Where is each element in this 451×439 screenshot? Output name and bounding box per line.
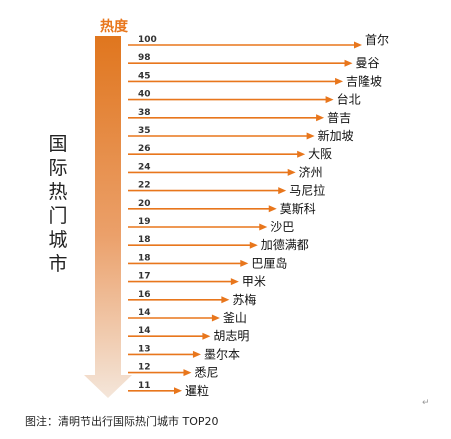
bar-value-label: 98 <box>138 53 151 63</box>
category-label: 大阪 <box>308 147 332 161</box>
bar-value-label: 24 <box>138 162 151 172</box>
category-label: 暹粒 <box>185 383 209 398</box>
bar-arrowhead <box>240 259 249 267</box>
bar-value-label: 20 <box>138 199 151 209</box>
bar-arrowhead <box>316 114 325 122</box>
y-axis-label-char: 际 <box>48 157 67 179</box>
bar-value-label: 26 <box>138 144 151 154</box>
category-label: 新加坡 <box>318 128 354 143</box>
bar-arrowhead <box>183 369 192 377</box>
bar-arrowhead <box>192 350 201 358</box>
bar-value-label: 35 <box>138 126 151 136</box>
bar-arrowhead <box>259 223 268 231</box>
bar-value-label: 18 <box>138 235 151 245</box>
chart-marks: 100 首尔 98 曼谷 45 吉隆坡 40 台北 38 普吉 35 新加坡 26 大阪 24 济州 22 马尼拉… <box>128 32 389 398</box>
bar-arrowhead <box>221 296 230 304</box>
bar-value-label: 38 <box>138 108 151 118</box>
bar-value-label: 18 <box>138 253 151 263</box>
bar-value-label: 11 <box>138 381 151 391</box>
category-label: 巴厘岛 <box>251 255 287 270</box>
category-label: 甲米 <box>242 275 266 289</box>
bar-arrowhead <box>174 387 182 395</box>
bar-arrowhead <box>344 59 353 67</box>
y-axis-label-char: 国 <box>48 133 67 155</box>
y-axis-label-char: 热 <box>48 181 67 203</box>
category-label: 沙巴 <box>270 220 294 234</box>
category-label: 墨尔本 <box>204 346 240 361</box>
category-label: 济州 <box>299 164 323 179</box>
bar-arrowhead <box>297 150 306 158</box>
bar-value-label: 13 <box>138 344 151 354</box>
bar-value-label: 14 <box>138 326 151 336</box>
y-axis-label: 国际热门城市 <box>48 133 67 275</box>
bar-arrowhead <box>211 314 220 322</box>
category-label: 首尔 <box>365 32 389 47</box>
category-label: 悉尼 <box>194 366 218 380</box>
category-label: 普吉 <box>327 111 351 125</box>
bar-value-label: 40 <box>138 90 151 100</box>
bar-arrowhead <box>335 77 344 85</box>
bar-value-label: 12 <box>138 363 151 373</box>
chart-caption: 图注：清明节出行国际热门城市 TOP20 <box>25 415 219 428</box>
category-label: 釜山 <box>223 310 247 325</box>
category-label: 加德满都 <box>261 237 309 252</box>
category-label: 台北 <box>337 92 361 107</box>
y-axis-label-char: 门 <box>48 205 67 227</box>
bar-value-label: 16 <box>138 290 151 300</box>
bar-arrowhead <box>278 187 287 195</box>
bar-value-label: 14 <box>138 308 151 318</box>
bar-value-label: 100 <box>138 35 157 45</box>
category-label: 曼谷 <box>356 56 380 70</box>
y-axis-label-char: 城 <box>48 229 67 251</box>
bar-value-label: 17 <box>138 272 151 282</box>
bar-value-label: 22 <box>138 181 151 191</box>
category-label: 吉隆坡 <box>346 73 382 88</box>
y-axis-label-char: 市 <box>48 253 67 275</box>
category-label: 苏梅 <box>232 292 256 307</box>
bar-arrowhead <box>249 241 258 249</box>
bar-arrowhead <box>354 41 362 49</box>
bar-arrowhead <box>325 96 334 104</box>
caption-return-mark: ↵ <box>422 398 430 408</box>
category-label: 胡志明 <box>213 329 249 343</box>
bar-value-label: 45 <box>138 71 151 81</box>
value-header: 热度 <box>100 18 129 35</box>
bar-arrowhead <box>230 278 239 286</box>
category-label: 马尼拉 <box>289 183 325 198</box>
bar-arrowhead <box>287 168 296 176</box>
heat-arrow-shape <box>84 36 132 398</box>
bar-arrowhead <box>306 132 315 140</box>
bar-value-label: 19 <box>138 217 151 227</box>
bar-arrowhead <box>202 332 211 340</box>
category-label: 莫斯科 <box>280 202 316 216</box>
bar-arrowhead <box>268 205 277 213</box>
